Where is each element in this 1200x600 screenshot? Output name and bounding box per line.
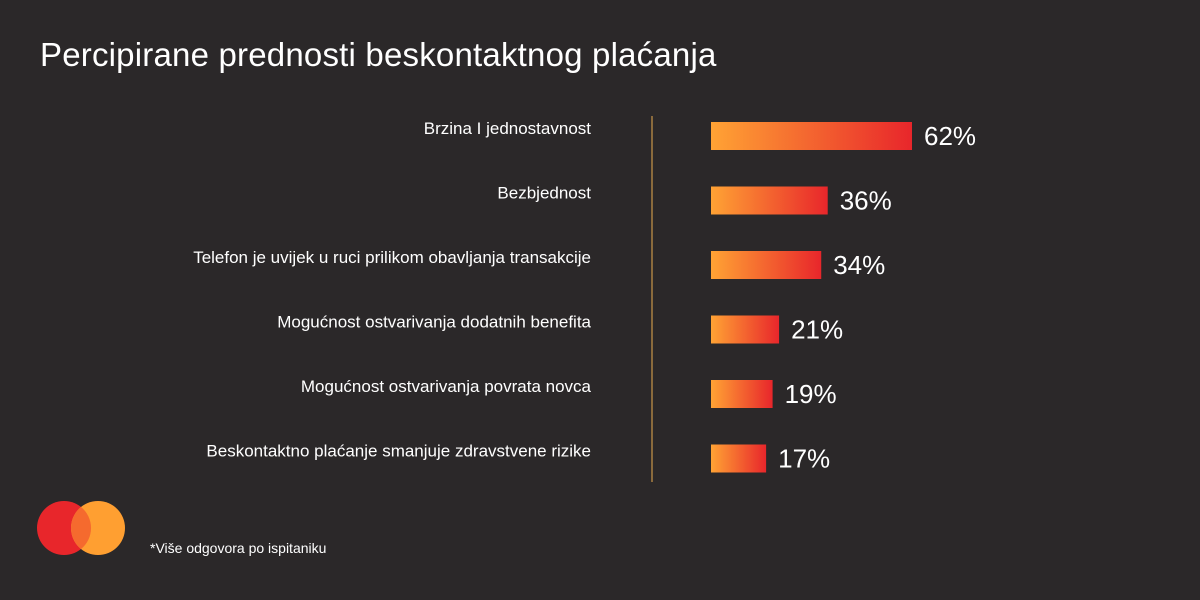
bar (711, 315, 780, 344)
value-label: 36% (840, 186, 892, 216)
bar (711, 251, 822, 279)
bar (711, 380, 773, 408)
footnote: *Više odgovora po ispitaniku (150, 540, 327, 556)
category-label: Brzina I jednostavnost (424, 119, 592, 138)
value-label: 62% (924, 121, 976, 151)
category-label: Beskontaktno plaćanje smanjuje zdravstve… (206, 442, 591, 461)
value-label: 21% (791, 315, 843, 345)
category-label: Mogućnost ostvarivanja povrata novca (301, 377, 592, 396)
value-label: 19% (785, 379, 837, 409)
category-label: Bezbjednost (497, 184, 591, 203)
value-label: 17% (778, 444, 830, 474)
category-label: Mogućnost ostvarivanja dodatnih benefita (277, 313, 591, 332)
value-label: 34% (833, 250, 885, 280)
two-overlapping-circles-logo (37, 501, 125, 555)
bar (711, 122, 912, 150)
chart-title: Percipirane prednosti beskontaktnog plać… (40, 36, 717, 73)
bar (711, 444, 767, 473)
bar (711, 186, 828, 215)
category-label: Telefon je uvijek u ruci prilikom obavlj… (193, 248, 591, 267)
